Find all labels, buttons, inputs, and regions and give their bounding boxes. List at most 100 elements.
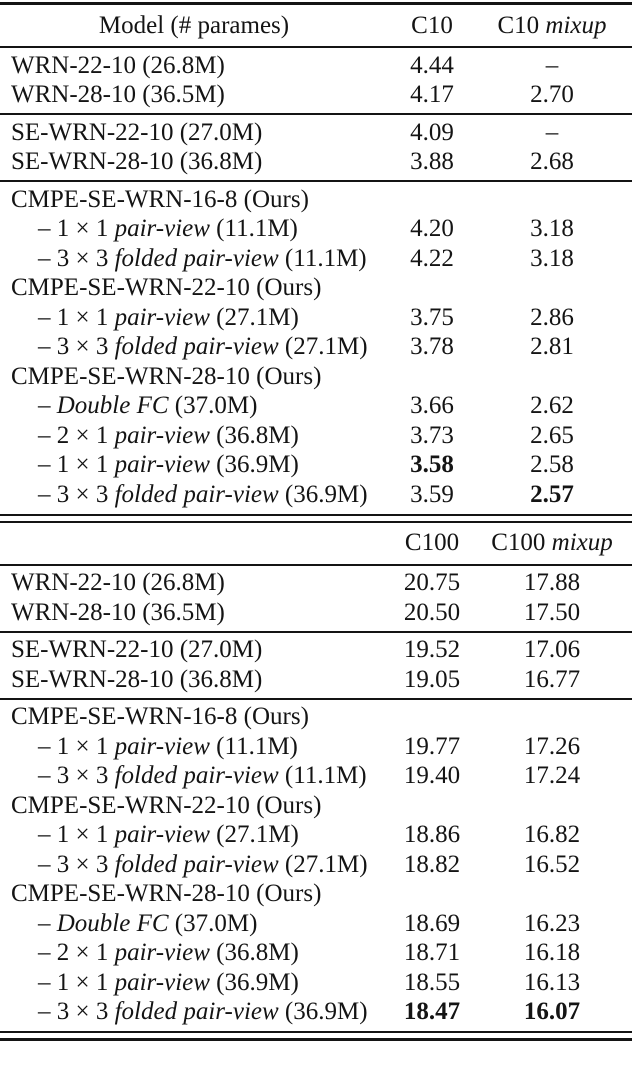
table-subrow: – 1 × 1 pair-view (27.1M) 3.75 2.86 [0,303,632,333]
model-cell: CMPE-SE-WRN-16-8 (Ours) [0,186,388,214]
text-part: 4.44 [410,51,454,79]
value-cell-col2: 2.58 [476,451,628,479]
model-cell: CMPE-SE-WRN-28-10 (Ours) [0,363,388,391]
text-part: folded pair-view [114,480,279,508]
table-rule-top [0,2,632,5]
text-part: 16.82 [523,821,581,849]
value-cell-col1: 3.78 [388,333,476,361]
value-cell-col2: 3.18 [476,245,628,273]
model-cell: – 3 × 3 folded pair-view (11.1M) [0,762,388,790]
text-part: – [545,118,559,146]
text-part: 16.07 [523,998,581,1026]
table-row: CMPE-SE-WRN-16-8 (Ours) [0,185,632,215]
text-part: WRN-28-10 (36.5M) [11,81,225,109]
model-cell: SE-WRN-22-10 (27.0M) [0,119,388,147]
table-subrow: – 1 × 1 pair-view (36.9M) 3.58 2.58 [0,451,632,481]
table-subrow: – 3 × 3 folded pair-view (36.9M) 18.47 1… [0,998,632,1028]
table-subrow: – 3 × 3 folded pair-view (27.1M) 18.82 1… [0,850,632,880]
text-part: 2.58 [530,451,574,479]
text-part: (36.9M) [278,998,368,1026]
value-cell-col1: 3.59 [388,481,476,509]
text-part: pair-view [114,451,210,479]
table-row: CMPE-SE-WRN-28-10 (Ours) [0,880,632,910]
model-cell: – 2 × 1 pair-view (36.8M) [0,939,388,967]
text-part: pair-view [114,821,210,849]
text-part: (11.1M) [209,215,298,243]
text-part: WRN-22-10 (26.8M) [11,51,225,79]
table-row: SE-WRN-22-10 (27.0M) 19.52 17.06 [0,636,632,666]
text-part: – 3 × 3 [38,762,115,790]
value-cell-col1: 19.52 [388,636,476,664]
text-part: 3.59 [410,480,454,508]
text-part: – 1 × 1 [38,451,115,479]
text-part: (36.8M) [209,421,299,449]
column-header-col2: C100 mixup [476,529,628,557]
model-cell: – 1 × 1 pair-view (27.1M) [0,821,388,849]
table-row: CMPE-SE-WRN-28-10 (Ours) [0,362,632,392]
table-row: SE-WRN-22-10 (27.0M) 4.09 – [0,118,632,148]
text-part: 3.78 [410,333,454,361]
text-part: (37.0M) [168,392,258,420]
model-cell: WRN-22-10 (26.8M) [0,569,388,597]
table-row: WRN-28-10 (36.5M) 20.50 17.50 [0,598,632,628]
table-subrow: – 3 × 3 folded pair-view (27.1M) 3.78 2.… [0,333,632,363]
text-part: WRN-22-10 (26.8M) [11,569,225,597]
model-cell: – 1 × 1 pair-view (11.1M) [0,215,388,243]
text-part: 17.06 [523,636,581,664]
value-cell-col1: 3.88 [388,148,476,176]
text-part: C10 [497,11,546,39]
text-part: CMPE-SE-WRN-16-8 (Ours) [11,703,309,731]
table-rule-mid [0,630,632,633]
table-rule-mid [0,113,632,115]
table-subrow: – 1 × 1 pair-view (11.1M) 19.77 17.26 [0,732,632,762]
model-cell: – 1 × 1 pair-view (36.9M) [0,451,388,479]
text-part: – [545,51,559,79]
value-cell-col2: 16.77 [476,666,628,694]
text-part: 2.65 [530,421,574,449]
text-part: C10 [411,11,453,39]
text-part: folded pair-view [114,333,279,361]
text-part: pair-view [114,939,210,967]
text-part: – 2 × 1 [38,939,115,967]
text-part: 4.17 [410,81,454,109]
text-part: 17.26 [523,732,581,760]
value-cell-col2: 17.50 [476,599,628,627]
model-cell: – 1 × 1 pair-view (27.1M) [0,304,388,332]
value-cell-col1: 18.86 [388,821,476,849]
text-part: C100 [491,529,552,556]
table-row: WRN-22-10 (26.8M) 4.44 – [0,51,632,81]
text-part: 19.52 [403,636,461,664]
value-cell-col1: 4.17 [388,81,476,109]
text-part: 17.88 [523,569,581,597]
text-part: 3.66 [410,392,454,420]
model-cell: WRN-28-10 (36.5M) [0,599,388,627]
text-part: 18.69 [403,909,461,937]
text-part: 16.13 [523,968,581,996]
model-cell: – 3 × 3 folded pair-view (11.1M) [0,245,388,273]
text-part: mixup [551,529,613,556]
model-cell: CMPE-SE-WRN-22-10 (Ours) [0,792,388,820]
model-cell: – 3 × 3 folded pair-view (36.9M) [0,481,388,509]
text-part: 18.47 [403,998,461,1026]
text-part: WRN-28-10 (36.5M) [11,598,225,626]
text-part: pair-view [114,968,210,996]
table-rule-mid [0,180,632,182]
value-cell-col2: 3.18 [476,215,628,243]
table-subrow: – 3 × 3 folded pair-view (11.1M) 4.22 3.… [0,244,632,274]
text-part: 3.88 [410,148,454,176]
text-part: – [38,909,57,937]
text-part: 17.50 [523,598,581,626]
text-part: folded pair-view [114,850,279,878]
table-row: SE-WRN-28-10 (36.8M) 19.05 16.77 [0,665,632,695]
text-part: folded pair-view [114,244,279,272]
value-cell-col2: 17.88 [476,569,628,597]
table-subrow: – 3 × 3 folded pair-view (36.9M) 3.59 2.… [0,480,632,510]
text-part: – 1 × 1 [38,303,115,331]
text-part: 18.55 [403,968,461,996]
value-cell-col2: 2.57 [476,481,628,509]
text-part: (11.1M) [209,732,298,760]
text-part: 16.23 [523,909,581,937]
text-part: (27.1M) [209,821,299,849]
text-part: 3.18 [530,215,574,243]
model-cell: WRN-22-10 (26.8M) [0,52,388,80]
